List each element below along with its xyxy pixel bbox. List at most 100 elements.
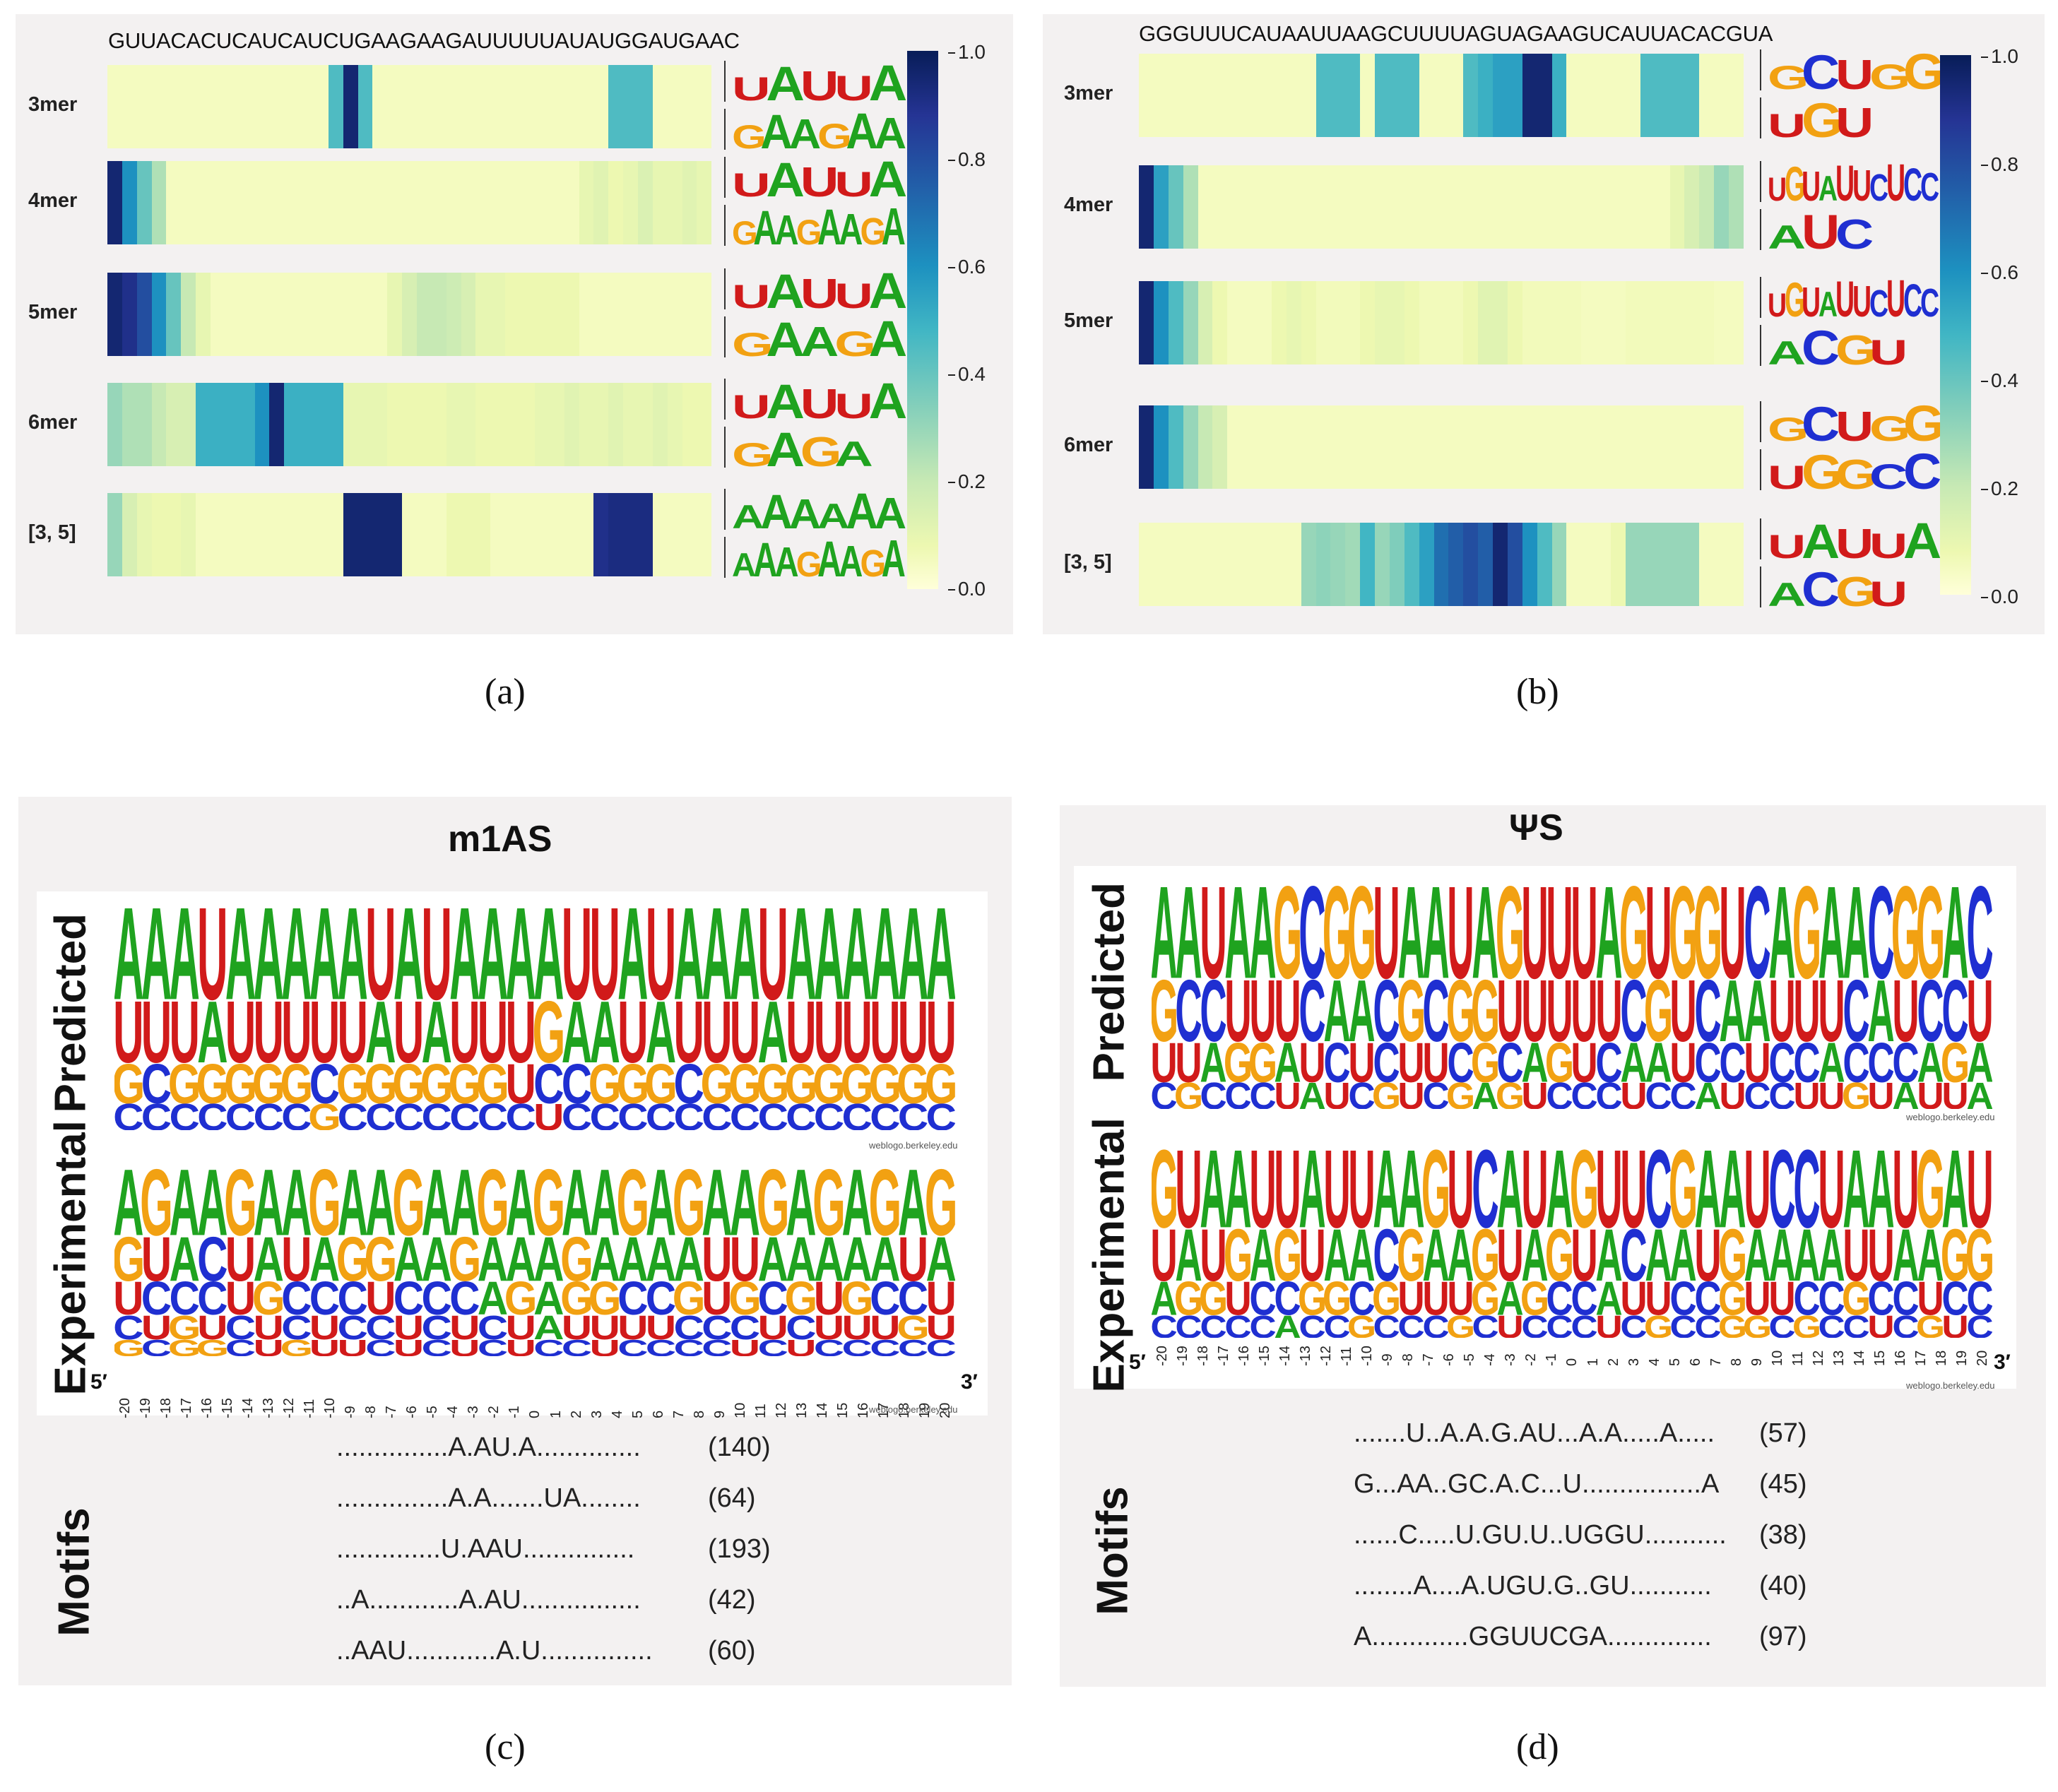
panel_b-heatmap-cell	[1139, 523, 1154, 606]
panel_a-motif-logo-top-letter: A	[869, 377, 906, 421]
panel_b-heatmap-cell	[1655, 523, 1670, 606]
panel_a-heatmap-cell	[402, 383, 418, 466]
panel_a-heatmap-cell	[608, 383, 624, 466]
panel-c-predicted-letter: C	[365, 1097, 396, 1130]
panel_b-heatmap-cell	[1522, 523, 1537, 606]
panel_b-heatmap-cell	[1448, 165, 1464, 249]
panel_b-heatmap-cell	[1596, 405, 1611, 489]
panel_b-heatmap-cell	[1714, 54, 1729, 137]
panel-c-predicted-letter: A	[533, 904, 564, 1028]
panel-c-experimental-letter: U	[197, 1308, 227, 1346]
panel-c-experimental-letter: A	[925, 1224, 955, 1295]
panel_a-heatmap-cell	[343, 273, 358, 356]
panel-c-predicted-letter: U	[505, 983, 536, 1081]
panel_b-heatmap-cell	[1551, 165, 1567, 249]
panel-d-axis-number: -16	[1236, 1346, 1253, 1366]
panel-c-predicted-letter: G	[589, 1052, 622, 1115]
panel-c-experimental-letter: C	[673, 1308, 704, 1346]
panel_b-heatmap-cell	[1242, 523, 1257, 606]
panel-c-experimental-letter: U	[589, 1308, 620, 1346]
panel_b-heatmap-cell	[1153, 281, 1169, 364]
panel-d-experimental-letter: U	[1447, 1147, 1474, 1251]
panel-c-experimental-letter: U	[730, 1224, 760, 1295]
panel-d-motif-pattern: A.............GGUUCGA..............	[1354, 1622, 1712, 1651]
panel-d-predicted-letter: G	[1644, 962, 1673, 1060]
panel_b-heatmap-cell	[1463, 281, 1479, 364]
panel-c-axis-number: -10	[322, 1398, 338, 1418]
panel-c-predicted-letter: U	[533, 1097, 564, 1130]
panel_b-motif-logo-top-letter: U	[1852, 276, 1871, 319]
panel_a-heatmap-cell	[417, 383, 432, 466]
panel_a-heatmap-cell	[372, 493, 388, 576]
panel-d-logo-area	[1074, 866, 2016, 1389]
panel_b-heatmap-cell	[1153, 165, 1169, 249]
panel-c-experimental-letter: A	[197, 1167, 227, 1256]
panel_a-heatmap-cell	[357, 273, 373, 356]
panel-d-predicted-letter: A	[1694, 1076, 1721, 1109]
panel_b-heatmap-cell	[1315, 54, 1331, 137]
panel_a-heatmap-strip	[107, 273, 712, 356]
panel-c-predicted-letter: C	[169, 1097, 199, 1130]
panel_b-motif-logo-top-letter: G	[1903, 48, 1940, 92]
panel_b-heatmap-cell	[1433, 54, 1449, 137]
panel_a-motif-logo-top-letter: U	[834, 69, 873, 103]
panel_a-heatmap-cell	[490, 65, 506, 148]
panel_a-heatmap-cell	[239, 65, 255, 148]
panel_a-heatmap-cell	[328, 161, 343, 244]
panel-c-predicted-letter: U	[365, 904, 396, 1028]
panel_a-motif-logo-top-letter: U	[800, 271, 839, 311]
panel_a-heatmap-cell	[269, 65, 285, 148]
panel-c-axis-number: 14	[814, 1402, 830, 1418]
panel_a-motif-logo-bottom: GAAGAA	[724, 107, 906, 151]
panel_a-heatmap-cell	[637, 273, 653, 356]
panel-c-experimental-letter: C	[814, 1335, 844, 1356]
panel-d-experimental-letter: A	[1669, 1214, 1696, 1296]
panel-c-experimental-letter: A	[533, 1224, 564, 1295]
panel-d-experimental-letter: U	[1323, 1147, 1350, 1251]
panel_b-heatmap-cell	[1463, 523, 1479, 606]
panel-d-experimental-letter: U	[1249, 1147, 1276, 1251]
panel-c-experimental-letter: C	[702, 1308, 732, 1346]
panel_b-colorbar-tick: 0.0	[1981, 586, 2018, 607]
panel-d-axis-number: 20	[1974, 1350, 1990, 1366]
panel_b-heatmap-cell	[1596, 165, 1611, 249]
panel-c-axis-number: -8	[363, 1406, 379, 1418]
panel-c-experimental-letter: U	[337, 1335, 367, 1356]
panel-c-experimental-letter: C	[309, 1272, 340, 1325]
panel_b-motif-logo-bottom-letter: A	[1768, 335, 1806, 367]
panel-c-predicted-letter: U	[114, 983, 144, 1081]
panel-d-axis-number: 5	[1667, 1358, 1683, 1366]
panel-c-experimental-letter: G	[589, 1272, 622, 1325]
panel_b-motif-logo-top-letter: G	[1785, 160, 1805, 203]
panel_b-heatmap-cell	[1360, 281, 1375, 364]
panel-c-axis-number: -6	[404, 1406, 420, 1418]
panel_a-heatmap-cell	[446, 65, 461, 148]
panel-d-axis-number: -18	[1195, 1346, 1212, 1366]
panel_a-heatmap-strip	[107, 161, 712, 244]
panel_a-heatmap-cell	[682, 273, 697, 356]
panel-d-predicted-letter: C	[1422, 1076, 1449, 1109]
panel-d-experimental-letter: U	[1966, 1147, 1992, 1251]
panel-c-experimental-letter: A	[365, 1167, 396, 1256]
panel-c-predicted-letter: U	[814, 983, 844, 1081]
panel_b-motif-logo-top-letter: C	[1903, 275, 1922, 319]
panel-d-experimental-letter: C	[1299, 1310, 1325, 1338]
panel-c-axis-number: -3	[466, 1406, 482, 1418]
panel_a-heatmap-cell	[299, 65, 314, 148]
panel_b-heatmap-cell	[1699, 405, 1715, 489]
panel-c-axis-number: 2	[568, 1410, 584, 1418]
panel_b-motif-logo-top-letter: U	[1835, 275, 1855, 319]
panel_b-heatmap-cell	[1433, 165, 1449, 249]
panel_b-heatmap-cell	[1183, 54, 1198, 137]
panel-c-predicted-letter: C	[421, 1097, 451, 1130]
panel-c-predicted-letter: A	[365, 983, 396, 1081]
panel-d-experimental-letter: U	[1595, 1310, 1622, 1338]
panel-c-predicted-letter: A	[617, 904, 648, 1028]
panel-c-experimental-letter: G	[504, 1272, 538, 1325]
panel-c-experimental-letter: G	[616, 1167, 649, 1256]
panel-c-predicted-letter: C	[141, 1052, 172, 1115]
panel_b-heatmap-cell	[1330, 523, 1346, 606]
panel-c-experimental-letter: G	[336, 1224, 369, 1295]
panel-d-axis-number: -9	[1380, 1353, 1396, 1366]
panel_b-colorbar-tick: 0.4	[1981, 369, 2018, 391]
